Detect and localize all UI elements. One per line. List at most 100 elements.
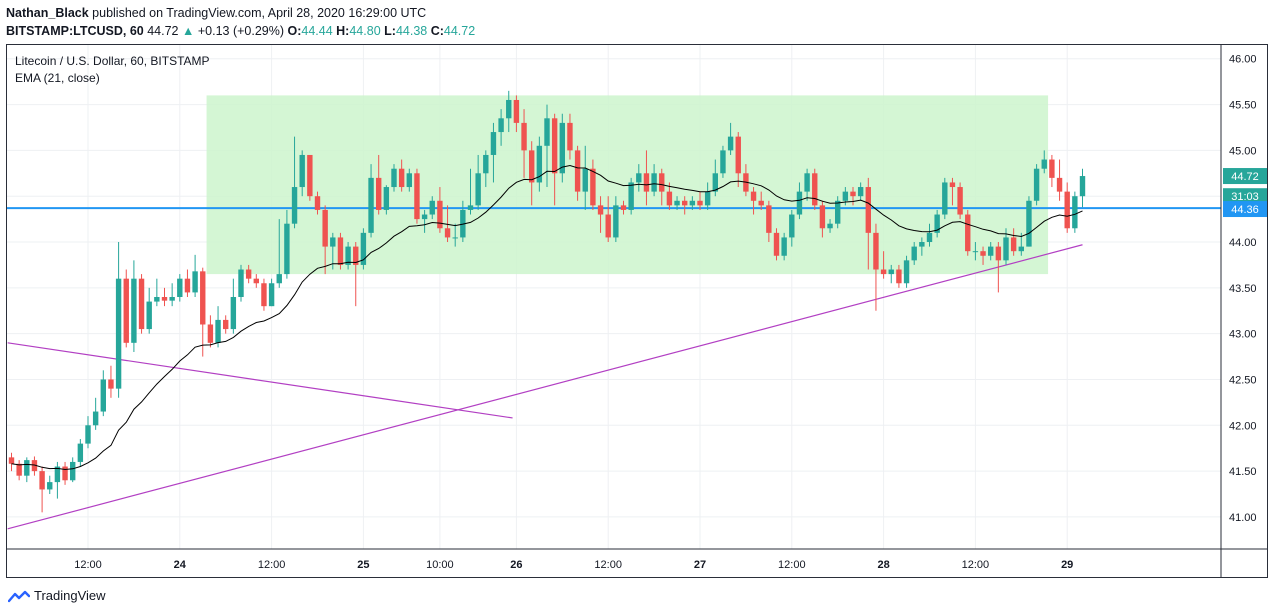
close-value: 44.72 <box>443 24 476 38</box>
candle-body <box>934 214 940 233</box>
candle-body <box>47 482 53 490</box>
y-tick-label: 41.00 <box>1229 512 1257 524</box>
y-tick-label: 42.50 <box>1229 374 1257 386</box>
candle-body <box>758 200 764 206</box>
x-tick-label: 24 <box>174 559 187 571</box>
trendline-layer[interactable] <box>7 244 1083 530</box>
candle-body <box>54 466 61 483</box>
candle-body <box>972 251 979 253</box>
candle-body <box>483 154 489 174</box>
candle-body <box>383 187 390 210</box>
candle-body <box>490 132 497 155</box>
candle-body <box>1056 177 1063 192</box>
candle-body <box>582 168 588 192</box>
candle-body <box>330 237 336 247</box>
candle-body <box>245 269 252 279</box>
x-tick-label: 12:00 <box>74 559 102 571</box>
candle-body <box>85 425 91 444</box>
ema-line <box>11 164 1083 471</box>
candle-body <box>108 379 114 389</box>
candle-body <box>92 411 99 426</box>
candle-body <box>62 466 68 481</box>
price-label-bg <box>1223 201 1267 218</box>
axes[interactable]: 46.0045.5045.0044.5044.0043.5043.0042.50… <box>7 45 1268 578</box>
symbol-title[interactable]: Litecoin / U.S. Dollar, 60, BITSTAMP <box>15 54 210 68</box>
tradingview-logo-icon <box>8 590 30 602</box>
close-label: C: <box>430 24 444 38</box>
candle-body <box>735 136 741 174</box>
x-tick-label: 26 <box>510 559 522 571</box>
candle-body <box>360 232 367 265</box>
x-tick-label: 12:00 <box>258 559 286 571</box>
candle-body <box>77 443 84 462</box>
candle-body <box>857 187 864 197</box>
candle-body <box>429 200 435 215</box>
candles <box>8 90 1086 513</box>
candle-body <box>949 182 956 188</box>
candle-body <box>1064 191 1070 229</box>
candle-body <box>567 122 573 151</box>
candle-body <box>873 232 879 270</box>
candle-body <box>842 191 849 201</box>
candle-body <box>291 187 298 224</box>
candle-body <box>926 232 933 243</box>
candle-body <box>16 463 22 476</box>
candle-body <box>1003 237 1009 261</box>
symbol-label: BITSTAMP:LTCUSD, 60 <box>6 24 144 38</box>
candle-body <box>161 297 168 301</box>
candle-body <box>437 200 443 229</box>
candle-body <box>138 278 145 330</box>
candle-body <box>796 191 803 215</box>
open-value: 44.44 <box>301 24 333 38</box>
candle-body <box>1033 168 1040 201</box>
author-name[interactable]: Nathan_Black <box>6 6 89 20</box>
candle-body <box>398 168 405 188</box>
change-arrow-icon: ▲ <box>181 24 195 38</box>
footer-brand[interactable]: TradingView <box>8 588 106 603</box>
published-text: published on TradingView.com, April 28, … <box>92 6 427 20</box>
ema-layer <box>11 164 1083 471</box>
candle-body <box>919 242 925 247</box>
candle-body <box>215 319 221 343</box>
trendline <box>7 342 513 419</box>
candle-body <box>475 173 481 206</box>
candle-body <box>1041 159 1047 169</box>
candle-body <box>406 173 412 188</box>
candle-body <box>376 177 382 210</box>
candle-body <box>628 182 634 210</box>
candle-body <box>1079 176 1086 197</box>
publish-line: Nathan_Black published on TradingView.co… <box>6 4 475 22</box>
candle-body <box>146 301 152 330</box>
candle-body <box>605 214 611 238</box>
y-tick-label: 41.50 <box>1229 466 1257 478</box>
candle-body <box>200 271 206 325</box>
candle-body <box>812 173 818 206</box>
candle-body <box>452 237 458 239</box>
candle-body <box>123 278 129 343</box>
x-tick-label: 12:00 <box>962 559 990 571</box>
y-tick-label: 42.00 <box>1229 420 1257 432</box>
candle-body <box>659 173 665 192</box>
low-label: L: <box>384 24 396 38</box>
candle-body <box>8 457 15 464</box>
candle-body <box>551 118 558 174</box>
candle-body <box>268 283 275 307</box>
candle-body <box>1026 200 1032 247</box>
price-change: +0.13 (+0.29%) <box>197 24 285 38</box>
candle-body <box>1049 159 1055 178</box>
ema-indicator-label[interactable]: EMA (21, close) <box>15 71 100 85</box>
candle-body <box>253 278 259 284</box>
candle-body <box>31 460 38 472</box>
candle-body <box>261 283 267 307</box>
y-tick-label: 45.00 <box>1229 145 1257 157</box>
candle-body <box>39 471 45 490</box>
candle-body <box>773 232 780 256</box>
candle-body <box>980 251 986 256</box>
x-tick-label: 27 <box>694 559 706 571</box>
candle-body <box>965 214 971 252</box>
x-tick-label: 10:00 <box>426 559 454 571</box>
candle-body <box>704 191 711 206</box>
price-label-bg <box>1223 188 1267 205</box>
candle-body <box>536 145 543 183</box>
